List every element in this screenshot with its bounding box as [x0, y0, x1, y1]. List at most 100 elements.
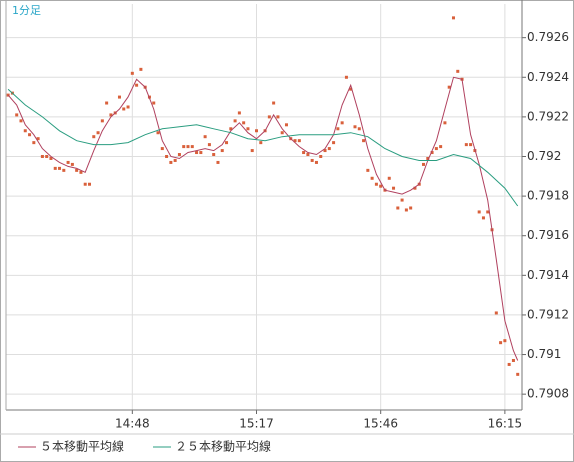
y-tick-label: 0.792 [527, 149, 561, 163]
price-point [216, 160, 220, 164]
price-point [276, 115, 280, 119]
price-point [15, 113, 19, 117]
price-point [100, 119, 104, 123]
price-point [310, 158, 314, 162]
price-point [392, 186, 396, 190]
price-point [156, 131, 160, 135]
price-point [409, 206, 413, 210]
y-tick-label: 0.7916 [527, 228, 569, 242]
price-point [362, 139, 366, 143]
price-point [203, 135, 207, 139]
x-tick-label: 15:46 [363, 417, 398, 431]
price-point [447, 85, 451, 89]
price-point [319, 154, 323, 158]
price-point [284, 123, 288, 127]
price-point [387, 176, 391, 180]
price-point [28, 133, 32, 137]
price-point [486, 210, 490, 214]
price-point [439, 145, 443, 149]
price-point [499, 341, 503, 345]
price-point [212, 153, 216, 157]
price-point [366, 168, 370, 172]
price-point [152, 101, 156, 105]
price-point [314, 160, 318, 164]
price-point [109, 113, 113, 117]
legend-label: ５本移動平均線 [40, 439, 124, 454]
price-point [477, 210, 481, 214]
price-point [70, 162, 74, 166]
price-point [464, 143, 468, 147]
price-point [135, 83, 139, 87]
price-point [494, 311, 498, 315]
y-tick-label: 0.791 [527, 347, 561, 361]
price-point [246, 127, 250, 131]
price-point [96, 131, 100, 135]
y-tick-label: 0.7912 [527, 307, 569, 321]
price-point [422, 162, 426, 166]
price-point [186, 145, 190, 149]
price-point [195, 151, 199, 155]
price-point [207, 143, 211, 147]
price-point [182, 145, 186, 149]
x-tick-label: 15:17 [239, 417, 274, 431]
price-point [280, 131, 284, 135]
price-point [481, 216, 485, 220]
price-point [511, 358, 515, 362]
price-point [92, 135, 96, 139]
price-point [49, 156, 53, 160]
price-point [323, 149, 327, 153]
price-point [340, 121, 344, 125]
price-point [160, 147, 164, 151]
y-tick-label: 0.7926 [527, 30, 569, 44]
price-point [327, 147, 331, 151]
price-point [336, 127, 340, 131]
price-point [379, 184, 383, 188]
price-point [404, 208, 408, 212]
price-point [332, 141, 336, 145]
price-point [302, 151, 306, 155]
price-point [344, 75, 348, 79]
price-point [456, 69, 460, 73]
y-tick-label: 0.7914 [527, 268, 569, 282]
price-point [507, 362, 511, 366]
price-point [117, 95, 121, 99]
price-point [169, 160, 173, 164]
price-point [126, 105, 130, 109]
price-point [165, 154, 169, 158]
price-point [40, 154, 44, 158]
price-point [105, 101, 109, 105]
price-point [259, 141, 263, 145]
price-point [19, 119, 23, 123]
price-point [413, 186, 417, 190]
price-point [306, 153, 310, 157]
price-point [237, 111, 241, 115]
price-point [220, 149, 224, 153]
price-point [272, 101, 276, 105]
price-point [370, 176, 374, 180]
price-point [400, 198, 404, 202]
price-point [255, 129, 259, 133]
price-point [225, 141, 229, 145]
price-point [451, 16, 455, 20]
price-point [229, 127, 233, 131]
price-point [122, 107, 126, 111]
price-point [36, 137, 40, 141]
price-point [53, 166, 57, 170]
price-point [349, 87, 353, 91]
price-point [83, 182, 87, 186]
price-point [32, 141, 36, 145]
price-point [357, 127, 361, 131]
price-point [88, 182, 92, 186]
price-point [426, 156, 430, 160]
price-point [190, 145, 194, 149]
price-point [469, 143, 473, 147]
y-tick-label: 0.7922 [527, 109, 569, 123]
y-tick-label: 0.7924 [527, 70, 569, 84]
price-point [293, 139, 297, 143]
price-point [242, 121, 246, 125]
price-point [177, 153, 181, 157]
price-point [396, 206, 400, 210]
y-tick-label: 0.7908 [527, 387, 569, 401]
